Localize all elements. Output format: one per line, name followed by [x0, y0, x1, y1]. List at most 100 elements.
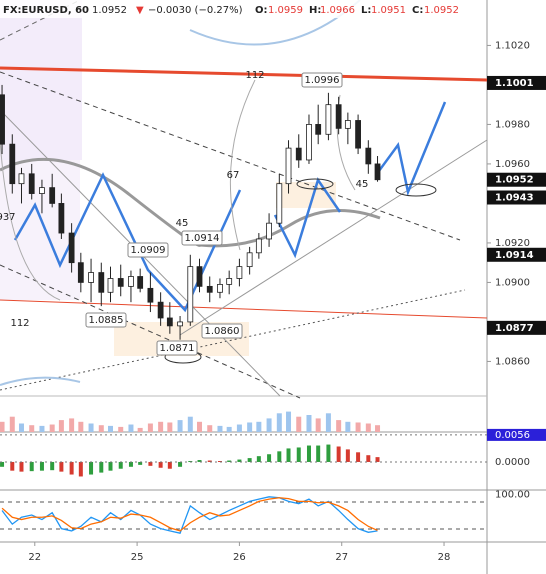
annotation-box — [127, 242, 169, 258]
annotation-box — [301, 72, 343, 88]
price-label-bg — [487, 75, 546, 90]
marker-ellipse — [395, 183, 437, 197]
header: FX:EURUSD, 60 1.0952 ▼ −0.0030 (−0.27%) … — [0, 0, 480, 18]
fib-arc — [229, 79, 256, 251]
volume-bar — [167, 422, 173, 432]
macd-bar — [306, 445, 311, 462]
y-tick-label: 0.0000 — [495, 457, 530, 468]
candle-body — [306, 124, 312, 161]
candle-body — [77, 262, 84, 283]
volume-bar — [18, 423, 24, 432]
candle-body — [157, 301, 164, 319]
candle-body — [128, 276, 134, 287]
candle-body — [226, 278, 233, 285]
volume-bar — [29, 425, 35, 432]
macd-bar — [167, 461, 172, 469]
open: 1.0959 — [268, 5, 303, 16]
annotation-box — [181, 230, 223, 246]
header-bg — [0, 0, 480, 18]
macd-bar — [39, 461, 44, 471]
y-tick-label: 100.00 — [495, 489, 530, 500]
volume-bar — [147, 423, 153, 432]
candle-body — [58, 203, 65, 234]
stoch-line — [1, 496, 378, 534]
candle-body — [285, 147, 292, 185]
macd-bar — [286, 448, 291, 462]
candle-body — [28, 173, 35, 194]
macd-bar — [217, 461, 222, 462]
volume-bar — [9, 416, 15, 432]
volume-bar — [256, 421, 262, 432]
annotation: 112 — [245, 70, 264, 81]
fan-line — [179, 139, 488, 336]
annotation-box — [156, 340, 198, 356]
x-tick-label: 26 — [233, 552, 246, 563]
volume-bar — [58, 420, 64, 432]
macd-bar — [29, 461, 34, 472]
candle-body — [335, 104, 342, 129]
projection — [273, 177, 342, 259]
candle-body — [315, 124, 322, 135]
volume-bar — [118, 426, 124, 432]
macd-bar — [128, 461, 133, 467]
candle-body — [236, 266, 243, 279]
candle-body — [166, 317, 173, 327]
volume-bar — [236, 424, 242, 432]
annotation: 1.0885 — [89, 315, 124, 326]
price-label-bg — [487, 190, 546, 205]
candle-body — [9, 143, 16, 185]
volume-bar — [276, 413, 282, 432]
y-tick-label: 1.0860 — [495, 356, 530, 367]
annotation: 1.0914 — [185, 233, 220, 244]
candle-body — [137, 276, 144, 289]
volume-bar — [98, 425, 104, 432]
candle-body — [98, 272, 105, 293]
annotation: 1.0860 — [205, 326, 240, 337]
x-tick-label: 27 — [335, 552, 348, 563]
annotation: 67 — [227, 170, 240, 181]
candle-body — [187, 266, 194, 323]
macd-bar — [158, 461, 163, 468]
volume-bar — [345, 421, 351, 432]
trend-line — [0, 299, 488, 319]
candle-body — [266, 222, 272, 240]
candle-body — [107, 278, 114, 293]
macd-bar — [118, 461, 123, 469]
change-arrow: ▼ — [136, 5, 144, 16]
macd-bar — [356, 452, 361, 462]
candle-body — [355, 120, 361, 149]
fib-arc — [0, 139, 61, 301]
macd-bar — [197, 460, 202, 462]
candle-body — [344, 120, 351, 129]
macd-bar — [267, 454, 272, 462]
price-label-bg — [487, 247, 546, 262]
price-label: 1.0914 — [495, 250, 534, 261]
macd-bar — [78, 461, 83, 477]
annotation-box — [201, 323, 243, 339]
volume-bar — [247, 422, 253, 432]
marker-ellipse — [296, 178, 334, 190]
volume-bar — [217, 425, 223, 432]
macd-bar — [148, 461, 153, 466]
x-tick-label: 22 — [28, 552, 41, 563]
volume-bar — [107, 425, 113, 432]
annotation: 112 — [10, 318, 29, 329]
candle-body — [147, 287, 154, 303]
price-label: 1.0877 — [495, 323, 534, 334]
candle-body — [117, 278, 124, 287]
volume-bar — [128, 424, 134, 432]
price-label-bg — [487, 320, 546, 335]
macd-bar — [227, 460, 232, 462]
annotation: 937 — [0, 212, 16, 223]
macd-bar — [99, 461, 104, 473]
macd-bar — [50, 461, 55, 471]
low-key: L: — [361, 5, 371, 16]
channel-line — [0, 71, 461, 241]
volume-bar — [187, 416, 193, 432]
volume-bar — [49, 424, 55, 432]
projection — [13, 172, 242, 313]
candle-body — [0, 94, 5, 145]
macd-bar — [138, 461, 143, 465]
macd-bar — [247, 458, 252, 462]
volume-bar — [226, 426, 232, 432]
